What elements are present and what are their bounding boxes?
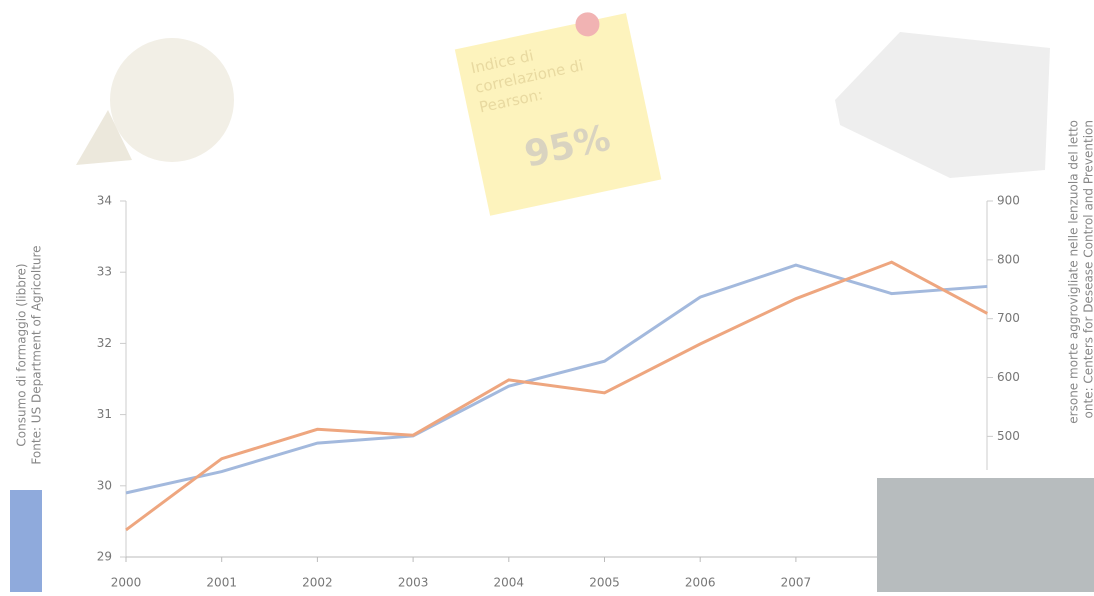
y2-axis-label: onte: Centers for Desease Control and Pr… bbox=[1082, 120, 1094, 418]
y-tick-label: 34 bbox=[97, 194, 112, 208]
y2-tick-label: 800 bbox=[997, 252, 1020, 266]
y-tick-label: 33 bbox=[97, 265, 112, 279]
sticky-note: Indice di correlazione di Pearson: 95% bbox=[453, 4, 661, 215]
y-axis-label: Fonte: US Department of Agricolture bbox=[30, 245, 44, 464]
y2-axis-label: ersone morte aggrovigliate nelle lenzuol… bbox=[1067, 120, 1081, 424]
sheets-image bbox=[835, 32, 1050, 178]
page: {"chart_data": {"type": "line", "note": … bbox=[0, 0, 1094, 592]
chart: Indice di correlazione di Pearson: 95% C… bbox=[0, 0, 1094, 592]
legend-swatch bbox=[10, 490, 42, 592]
y-tick-label: 31 bbox=[97, 407, 112, 421]
y-axis-label: Consumo di formaggio (libbre) bbox=[15, 263, 29, 446]
series-line bbox=[126, 265, 987, 493]
y2-tick-label: 600 bbox=[997, 370, 1020, 384]
x-tick-label: 2005 bbox=[589, 576, 620, 590]
x-tick-label: 2001 bbox=[206, 576, 237, 590]
cheese-image bbox=[76, 38, 234, 165]
x-tick-label: 2003 bbox=[398, 576, 429, 590]
x-tick-label: 2007 bbox=[781, 576, 812, 590]
y2-tick-label: 500 bbox=[997, 429, 1020, 443]
x-tick-label: 2004 bbox=[494, 576, 525, 590]
x-tick-label: 2006 bbox=[685, 576, 716, 590]
x-tick-label: 2000 bbox=[111, 576, 142, 590]
y-tick-label: 32 bbox=[97, 336, 112, 350]
y2-tick-label: 900 bbox=[997, 194, 1020, 208]
y2-tick-label: 700 bbox=[997, 311, 1020, 325]
photo bbox=[877, 478, 1094, 592]
series-line bbox=[126, 262, 987, 530]
y-tick-label: 30 bbox=[97, 478, 112, 492]
y-tick-label: 29 bbox=[97, 550, 112, 564]
x-tick-label: 2002 bbox=[302, 576, 333, 590]
